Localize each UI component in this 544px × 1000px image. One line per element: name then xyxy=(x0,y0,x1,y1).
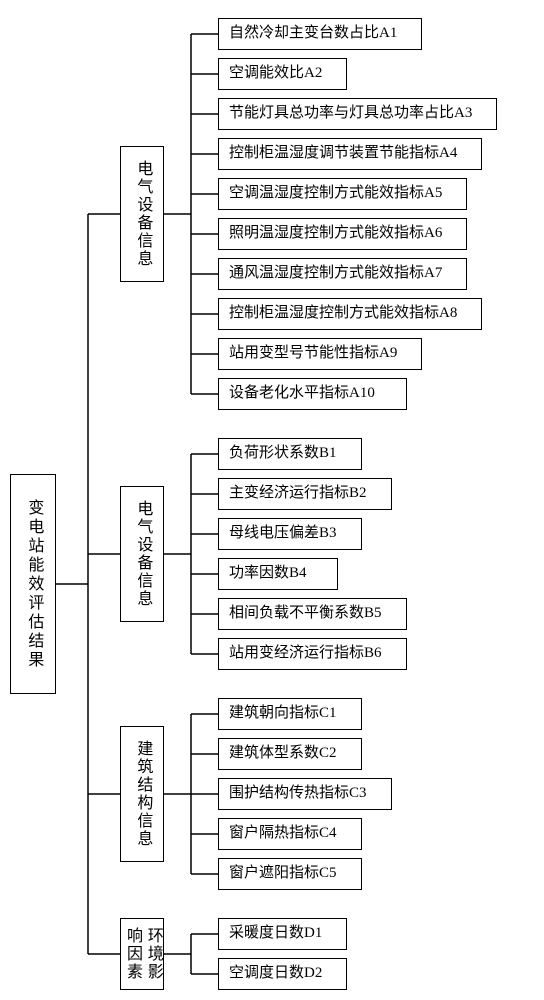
category-label: 电气设备信息 xyxy=(132,160,153,268)
leaf-label: 通风温湿度控制方式能效指标A7 xyxy=(229,264,442,284)
leaf-node: 空调温湿度控制方式能效指标A5 xyxy=(218,178,467,210)
leaf-label: 负荷形状系数B1 xyxy=(229,444,337,464)
root-node: 变电站能效评估结果 xyxy=(10,474,56,694)
leaf-node: 控制柜温湿度调节装置节能指标A4 xyxy=(218,138,482,170)
leaf-node: 空调度日数D2 xyxy=(218,958,347,990)
leaf-label: 相间负载不平衡系数B5 xyxy=(229,604,382,624)
category-node: 建筑结构信息 xyxy=(120,726,164,862)
leaf-label: 空调能效比A2 xyxy=(229,64,322,84)
leaf-node: 负荷形状系数B1 xyxy=(218,438,362,470)
leaf-node: 窗户隔热指标C4 xyxy=(218,818,362,850)
leaf-node: 照明温湿度控制方式能效指标A6 xyxy=(218,218,467,250)
leaf-node: 主变经济运行指标B2 xyxy=(218,478,392,510)
leaf-label: 站用变经济运行指标B6 xyxy=(229,644,382,664)
category-node: 环境影响因素 xyxy=(120,918,164,990)
leaf-node: 站用变经济运行指标B6 xyxy=(218,638,407,670)
leaf-node: 空调能效比A2 xyxy=(218,58,347,90)
leaf-node: 控制柜温湿度控制方式能效指标A8 xyxy=(218,298,482,330)
leaf-node: 采暖度日数D1 xyxy=(218,918,347,950)
leaf-node: 母线电压偏差B3 xyxy=(218,518,362,550)
leaf-node: 建筑体型系数C2 xyxy=(218,738,362,770)
leaf-label: 母线电压偏差B3 xyxy=(229,524,337,544)
leaf-node: 站用变型号节能性指标A9 xyxy=(218,338,422,370)
leaf-label: 照明温湿度控制方式能效指标A6 xyxy=(229,224,442,244)
leaf-node: 通风温湿度控制方式能效指标A7 xyxy=(218,258,467,290)
leaf-label: 空调温湿度控制方式能效指标A5 xyxy=(229,184,442,204)
leaf-label: 空调度日数D2 xyxy=(229,964,322,984)
leaf-label: 自然冷却主变台数占比A1 xyxy=(229,24,397,44)
category-label: 电气设备信息 xyxy=(132,500,153,608)
leaf-label: 窗户遮阳指标C5 xyxy=(229,864,337,884)
leaf-node: 设备老化水平指标A10 xyxy=(218,378,407,410)
leaf-node: 功率因数B4 xyxy=(218,558,338,590)
leaf-label: 窗户隔热指标C4 xyxy=(229,824,337,844)
category-node: 电气设备信息 xyxy=(120,486,164,622)
category-label: 建筑结构信息 xyxy=(132,740,153,848)
root-label: 变电站能效评估结果 xyxy=(23,499,44,670)
leaf-node: 相间负载不平衡系数B5 xyxy=(218,598,407,630)
leaf-label: 主变经济运行指标B2 xyxy=(229,484,367,504)
leaf-node: 围护结构传热指标C3 xyxy=(218,778,392,810)
leaf-label: 设备老化水平指标A10 xyxy=(229,384,375,404)
category-node: 电气设备信息 xyxy=(120,146,164,282)
leaf-label: 节能灯具总功率与灯具总功率占比A3 xyxy=(229,104,472,124)
leaf-label: 围护结构传热指标C3 xyxy=(229,784,367,804)
leaf-node: 窗户遮阳指标C5 xyxy=(218,858,362,890)
leaf-node: 节能灯具总功率与灯具总功率占比A3 xyxy=(218,98,497,130)
leaf-node: 建筑朝向指标C1 xyxy=(218,698,362,730)
category-label: 环境影响因素 xyxy=(121,927,163,981)
leaf-label: 控制柜温湿度调节装置节能指标A4 xyxy=(229,144,457,164)
leaf-label: 建筑朝向指标C1 xyxy=(229,704,337,724)
leaf-node: 自然冷却主变台数占比A1 xyxy=(218,18,422,50)
leaf-label: 控制柜温湿度控制方式能效指标A8 xyxy=(229,304,457,324)
leaf-label: 功率因数B4 xyxy=(229,564,307,584)
leaf-label: 建筑体型系数C2 xyxy=(229,744,337,764)
leaf-label: 采暖度日数D1 xyxy=(229,924,322,944)
leaf-label: 站用变型号节能性指标A9 xyxy=(229,344,397,364)
